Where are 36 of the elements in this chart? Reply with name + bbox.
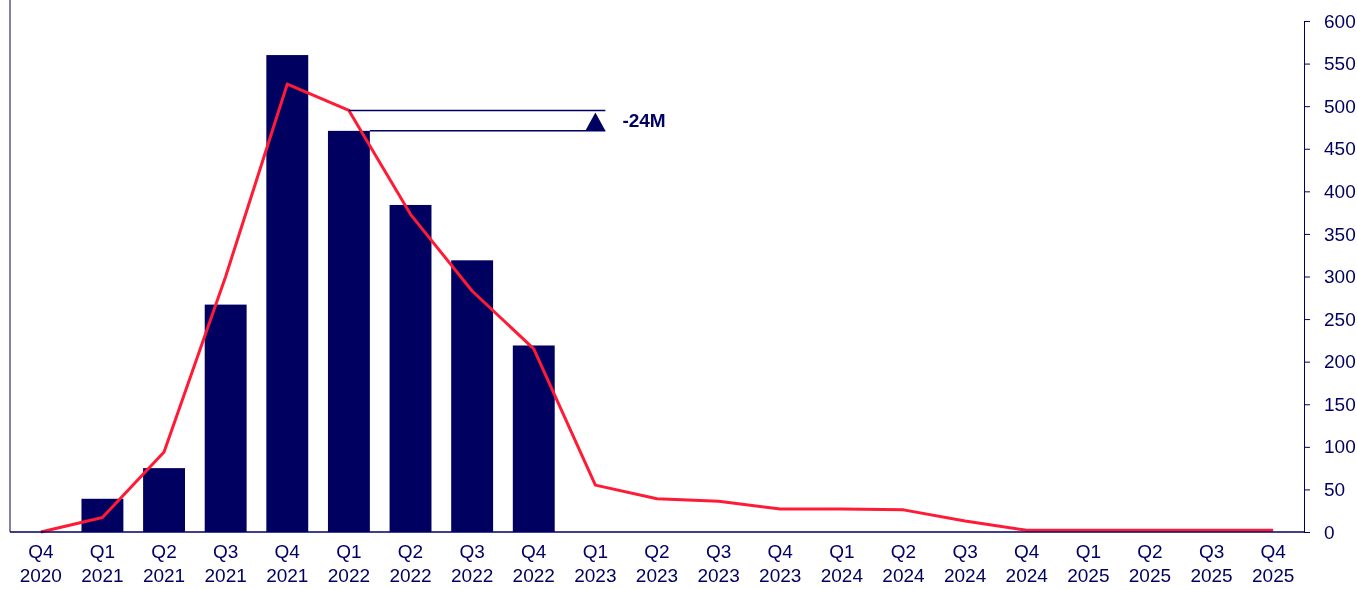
x-tick-label: Q3 2024	[943, 541, 987, 586]
y-tick-label: 550	[1324, 53, 1356, 75]
x-tick-label: Q1 2023	[574, 541, 617, 586]
x-tick-label: Q2 2021	[142, 541, 186, 586]
y-tick-label: 100	[1324, 436, 1356, 458]
y-tick-label: 250	[1324, 308, 1356, 330]
line-series	[39, 82, 1275, 534]
annotation: -24M	[622, 110, 666, 132]
x-tick-label: Q4 2023	[759, 541, 802, 586]
x-tick-label: Q3 2023	[697, 541, 740, 586]
x-tick-label: Q2 2025	[1128, 541, 1172, 586]
x-tick-label: Q4 2021	[266, 541, 309, 586]
x-tick-label: Q1 2024	[820, 541, 864, 586]
x-tick-label: Q2 2023	[635, 541, 679, 586]
x-tick-label: Q3 2021	[204, 541, 247, 586]
y-tick-label: 200	[1324, 351, 1356, 373]
y-tick-label: 150	[1324, 393, 1356, 415]
y-tick-label: 600	[1324, 10, 1356, 32]
y-tick-label: 0	[1324, 521, 1335, 543]
y-tick-label: 400	[1324, 180, 1356, 202]
y-tick-label: 450	[1324, 138, 1356, 160]
y-tick-label: 350	[1324, 223, 1356, 245]
x-tick-label: Q3 2025	[1190, 541, 1233, 586]
x-tick-label: Q3 2022	[451, 541, 494, 586]
x-tick-label: Q1 2021	[81, 541, 124, 586]
x-tick-label: Q2 2022	[389, 541, 432, 586]
x-tick-label: Q2 2024	[882, 541, 926, 586]
y-tick-label: 50	[1324, 479, 1346, 500]
y-tick-label: 500	[1324, 95, 1356, 117]
x-tick-label: Q4 2025	[1252, 541, 1295, 586]
x-tick-label: Q4 2024	[1005, 541, 1049, 586]
y-tick-label: 300	[1324, 266, 1356, 288]
x-tick-label: Q1 2022	[327, 541, 371, 586]
x-tick-label: Q4 2020	[19, 541, 62, 586]
x-tick-label: Q4 2022	[512, 541, 555, 586]
x-tick-label: Q1 2025	[1067, 541, 1110, 586]
